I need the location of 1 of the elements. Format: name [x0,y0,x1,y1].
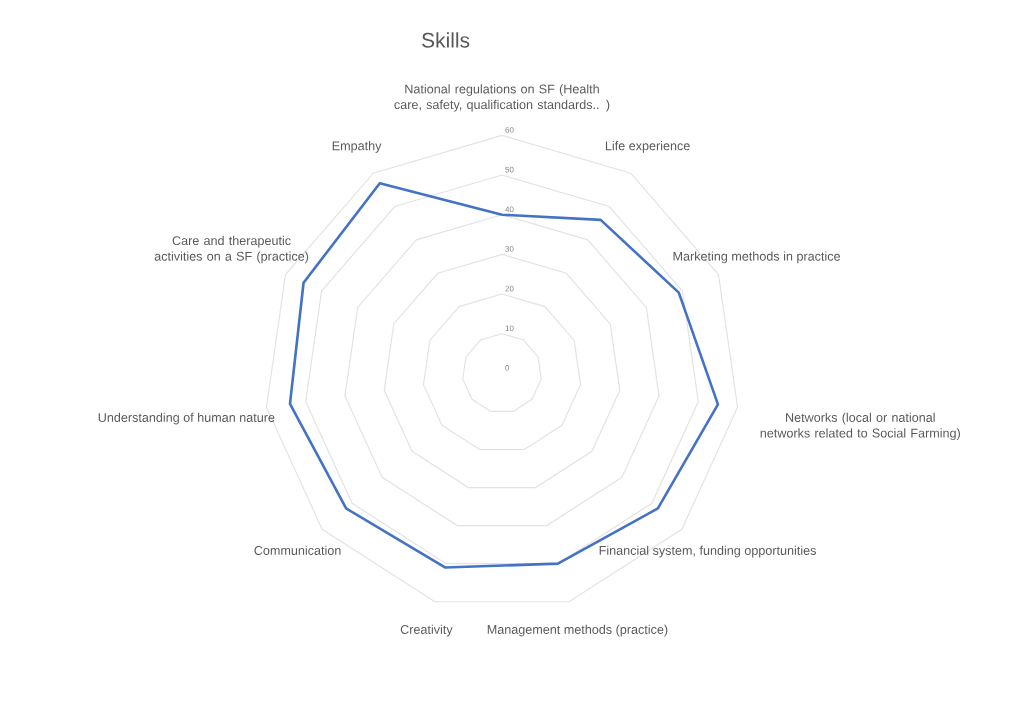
chart-title: Skills [422,32,470,48]
